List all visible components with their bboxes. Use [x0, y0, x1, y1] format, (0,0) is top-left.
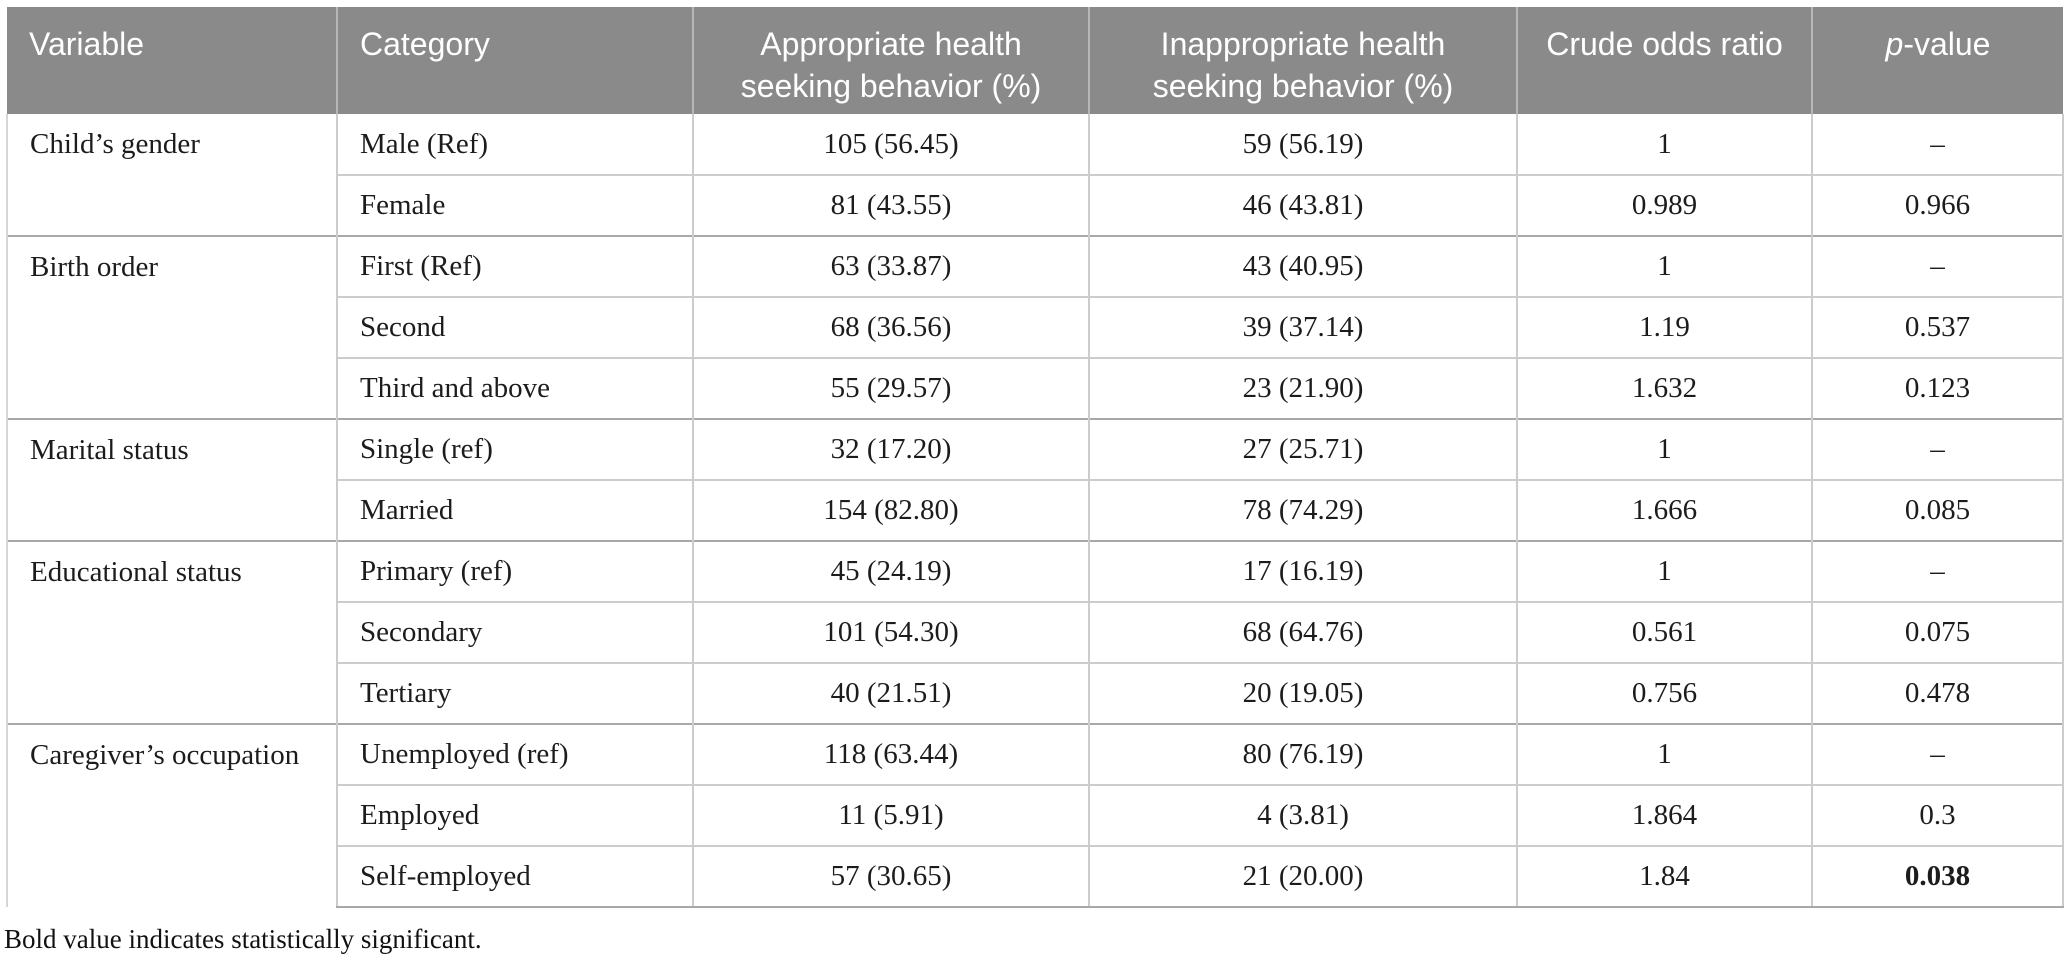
category-cell: Unemployed (ref)	[336, 723, 693, 785]
variable-cell: Marital status	[6, 418, 337, 541]
table-header: Variable Category Appropriate health see…	[7, 7, 2063, 114]
appropriate-behavior-cell: 32 (17.20)	[692, 418, 1089, 480]
appropriate-behavior-cell: 105 (56.45)	[692, 114, 1089, 175]
appropriate-behavior-cell: 154 (82.80)	[692, 479, 1089, 541]
crude-odds-ratio-cell: 1	[1516, 114, 1812, 175]
appropriate-behavior-cell: 57 (30.65)	[692, 845, 1089, 908]
table-row: Second 68 (36.56) 39 (37.14) 1.19 0.537	[7, 296, 2064, 358]
appropriate-behavior-cell: 81 (43.55)	[692, 174, 1089, 236]
header-cell-p-value: p-value	[1811, 7, 2063, 114]
table-body: Child’s gender Male (Ref) 105 (56.45) 59 (5…	[6, 114, 2064, 908]
p-value-cell: 0.3	[1811, 784, 2064, 846]
appropriate-behavior-cell: 45 (24.19)	[692, 540, 1089, 602]
category-cell: Female	[336, 174, 693, 236]
crude-odds-ratio-cell: 1	[1516, 723, 1812, 785]
table-row: Third and above 55 (29.57) 23 (21.90) 1.632…	[7, 357, 2064, 419]
appropriate-behavior-cell: 68 (36.56)	[692, 296, 1089, 358]
crude-odds-ratio-cell: 1.666	[1516, 479, 1812, 541]
table-row: Educational status Primary (ref) 45 (24.19…	[6, 540, 2064, 724]
inappropriate-behavior-cell: 39 (37.14)	[1088, 296, 1517, 358]
header-cell-inappropriate: Inappropriate health seeking behavior (%…	[1088, 7, 1517, 114]
crude-odds-ratio-cell: 1.864	[1516, 784, 1812, 846]
p-value-cell: 0.085	[1811, 479, 2064, 541]
header-cell-category: Category	[336, 7, 693, 114]
category-cell: Tertiary	[336, 662, 693, 724]
inappropriate-behavior-cell: 20 (19.05)	[1088, 662, 1517, 724]
crude-odds-ratio-cell: 0.756	[1516, 662, 1812, 724]
category-cell: Male (Ref)	[336, 114, 693, 175]
p-value-cell: 0.123	[1811, 357, 2064, 419]
table-row: Birth order First (Ref) 63 (33.87) 43 (40.9…	[6, 235, 2064, 419]
crude-odds-ratio-cell: 1.84	[1516, 845, 1812, 908]
inappropriate-behavior-cell: 68 (64.76)	[1088, 601, 1517, 663]
crude-odds-ratio-cell: 1.632	[1516, 357, 1812, 419]
table-row: Employed 11 (5.91) 4 (3.81) 1.864 0.3	[7, 784, 2064, 846]
category-cell: Self-employed	[336, 845, 693, 908]
category-cell: Third and above	[336, 357, 693, 419]
inappropriate-behavior-cell: 43 (40.95)	[1088, 235, 1517, 297]
appropriate-behavior-cell: 55 (29.57)	[692, 357, 1089, 419]
p-value-italic-p: p	[1885, 26, 1904, 62]
header-row: Variable Category Appropriate health see…	[7, 7, 2063, 114]
category-cell: Second	[336, 296, 693, 358]
table-row: Married 154 (82.80) 78 (74.29) 1.666 0.085	[7, 479, 2064, 541]
category-cell: Employed	[336, 784, 693, 846]
inappropriate-behavior-cell: 46 (43.81)	[1088, 174, 1517, 236]
table-row: Female 81 (43.55) 46 (43.81) 0.989 0.966	[7, 174, 2064, 236]
inappropriate-behavior-cell: 23 (21.90)	[1088, 357, 1517, 419]
inappropriate-behavior-cell: 4 (3.81)	[1088, 784, 1517, 846]
appropriate-behavior-cell: 11 (5.91)	[692, 784, 1089, 846]
crude-odds-ratio-cell: 1	[1516, 540, 1812, 602]
table-footnote: Bold value indicates statistically signi…	[4, 924, 482, 954]
appropriate-behavior-cell: 63 (33.87)	[692, 235, 1089, 297]
p-value-cell: –	[1811, 114, 2064, 175]
appropriate-behavior-cell: 40 (21.51)	[692, 662, 1089, 724]
crude-odds-ratio-cell: 0.989	[1516, 174, 1812, 236]
inappropriate-behavior-cell: 78 (74.29)	[1088, 479, 1517, 541]
p-value-cell: –	[1811, 723, 2064, 785]
p-value-cell: –	[1811, 418, 2064, 480]
table-row: Secondary 101 (54.30) 68 (64.76) 0.561 0.075	[7, 601, 2064, 663]
inappropriate-behavior-cell: 21 (20.00)	[1088, 845, 1517, 908]
p-value-cell: –	[1811, 540, 2064, 602]
variable-cell: Caregiver’s occupation	[6, 723, 337, 907]
table-row: Marital status Single (ref) 32 (17.20) 27 (…	[6, 418, 2064, 541]
inappropriate-behavior-cell: 17 (16.19)	[1088, 540, 1517, 602]
inappropriate-behavior-cell: 59 (56.19)	[1088, 114, 1517, 175]
inappropriate-behavior-cell: 80 (76.19)	[1088, 723, 1517, 785]
category-cell: Secondary	[336, 601, 693, 663]
crude-odds-ratio-cell: 1	[1516, 235, 1812, 297]
header-cell-crude-odds-ratio: Crude odds ratio	[1516, 7, 1812, 114]
variable-cell: Educational status	[6, 540, 337, 724]
variable-cell: Child’s gender	[6, 114, 337, 236]
odds-ratio-table: Variable Category Appropriate health see…	[6, 7, 2064, 908]
table-row: Caregiver’s occupation Unemployed (ref) 11…	[6, 723, 2064, 907]
category-cell: Primary (ref)	[336, 540, 693, 602]
appropriate-behavior-cell: 118 (63.44)	[692, 723, 1089, 785]
p-value-rest: -value	[1903, 26, 1991, 62]
inappropriate-behavior-cell: 27 (25.71)	[1088, 418, 1517, 480]
header-cell-variable: Variable	[7, 7, 337, 114]
table-row: Child’s gender Male (Ref) 105 (56.45) 59 (5…	[6, 114, 2064, 236]
crude-odds-ratio-cell: 0.561	[1516, 601, 1812, 663]
header-cell-appropriate: Appropriate health seeking behavior (%)	[692, 7, 1089, 114]
appropriate-behavior-cell: 101 (54.30)	[692, 601, 1089, 663]
crude-odds-ratio-cell: 1.19	[1516, 296, 1812, 358]
variable-cell: Birth order	[6, 235, 337, 419]
table-row: Tertiary 40 (21.51) 20 (19.05) 0.756 0.478	[7, 662, 2064, 724]
table-row: Self-employed 57 (30.65) 21 (20.00) 1.84 0.0…	[7, 845, 2064, 908]
p-value-cell: 0.537	[1811, 296, 2064, 358]
p-value-cell: –	[1811, 235, 2064, 297]
p-value-cell: 0.966	[1811, 174, 2064, 236]
category-cell: First (Ref)	[336, 235, 693, 297]
category-cell: Married	[336, 479, 693, 541]
category-cell: Single (ref)	[336, 418, 693, 480]
crude-odds-ratio-cell: 1	[1516, 418, 1812, 480]
p-value-cell: 0.478	[1811, 662, 2064, 724]
p-value-cell: 0.075	[1811, 601, 2064, 663]
p-value-cell: 0.038	[1811, 845, 2064, 908]
